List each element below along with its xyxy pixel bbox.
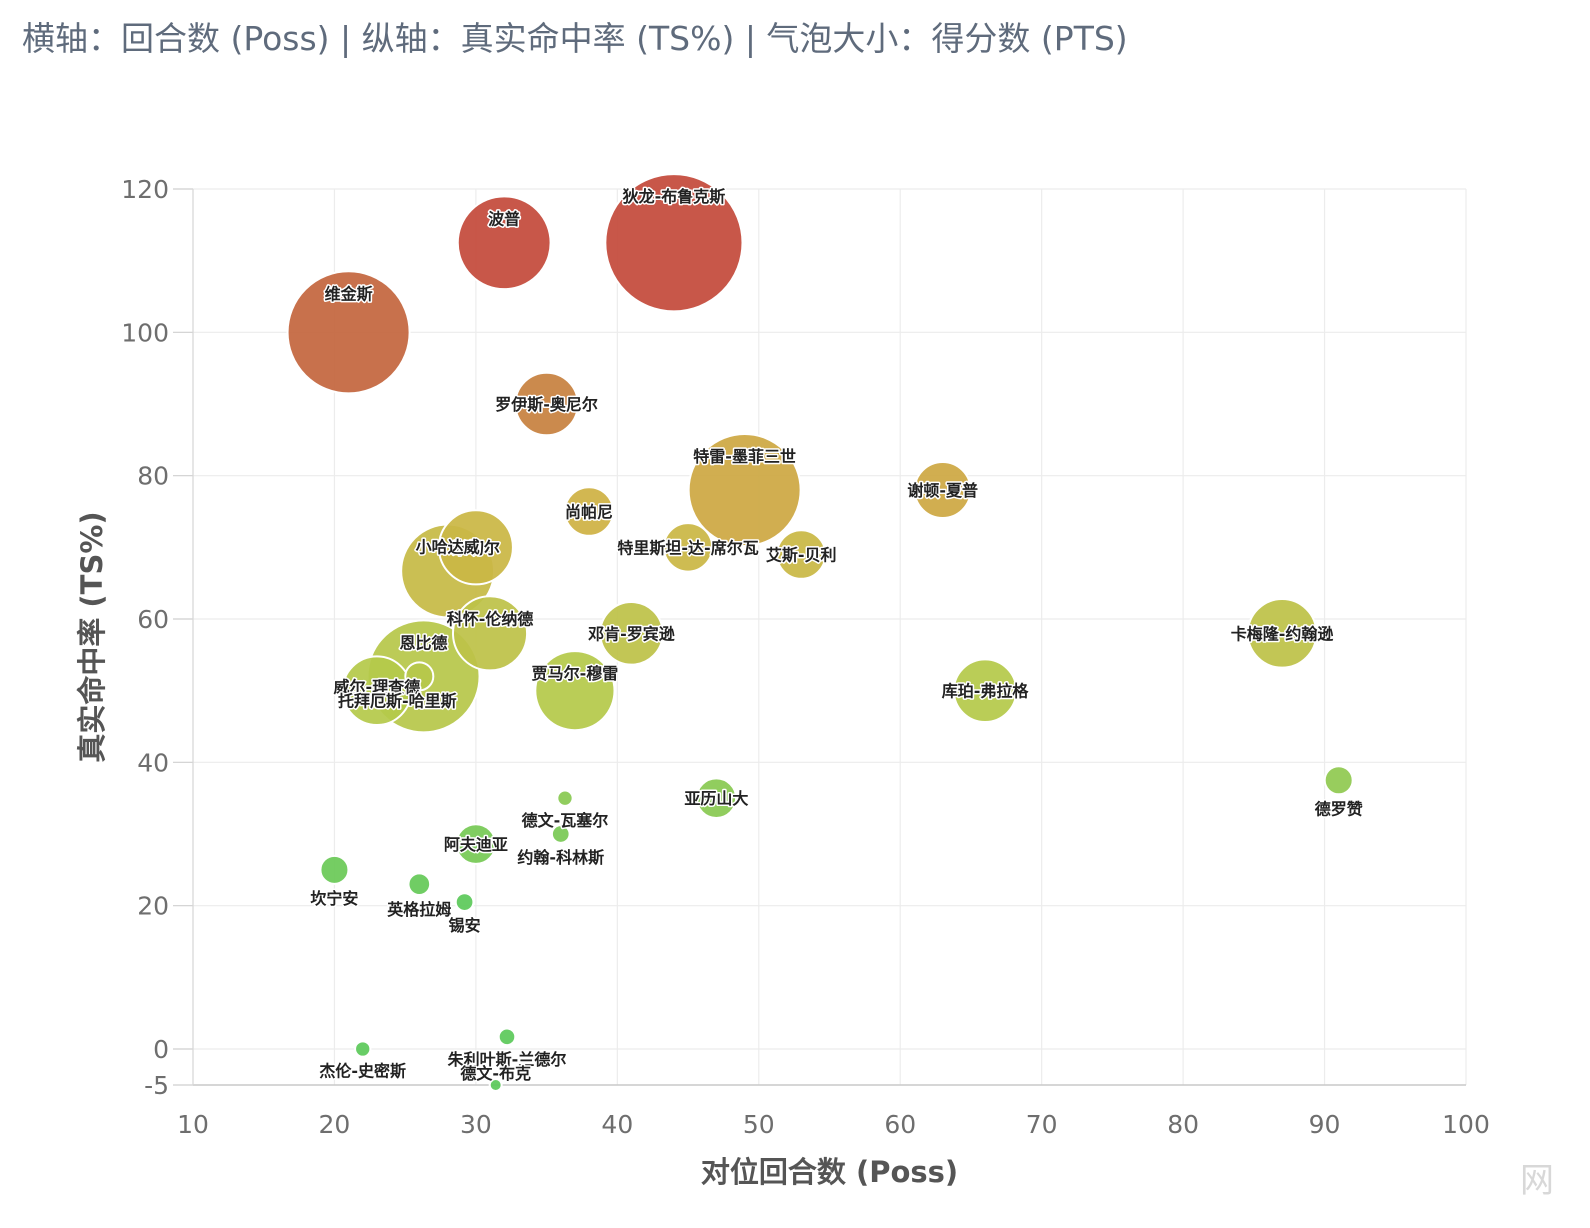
bubble-label: 亚历山大 xyxy=(684,789,748,808)
watermark: 网 xyxy=(1520,1161,1554,1201)
bubble-label: 库珀-弗拉格 xyxy=(942,682,1030,701)
bubble-layer xyxy=(286,173,1354,1092)
x-tick-label: 80 xyxy=(1167,1110,1199,1139)
bubble-point[interactable] xyxy=(404,661,435,692)
x-tick-label: 70 xyxy=(1026,1110,1058,1139)
bubble-label: 威尔-理查德 xyxy=(334,678,421,697)
bubble-point[interactable] xyxy=(456,195,552,291)
bubble-point[interactable] xyxy=(354,1040,372,1058)
bubble-point[interactable] xyxy=(604,173,744,313)
bubble-point[interactable] xyxy=(556,789,574,807)
bubble-label: 托拜厄斯-哈里斯 xyxy=(338,691,457,710)
bubble-point[interactable] xyxy=(1246,598,1318,669)
y-tick-label: 80 xyxy=(137,462,169,491)
y-tick-label: 60 xyxy=(137,605,169,634)
bubble-label: 小哈达威 xyxy=(416,538,480,557)
bubble-point[interactable] xyxy=(599,601,664,666)
bubble-label: 罗伊斯-奥尼尔 xyxy=(495,395,598,414)
x-axis-title: 对位回合数 (Poss) xyxy=(701,1155,958,1189)
bubble-point[interactable] xyxy=(286,270,411,395)
bubble-label: 阿夫迪亚 xyxy=(444,835,508,854)
bubble-label: 波普 xyxy=(488,209,520,228)
x-tick-label: 10 xyxy=(177,1110,209,1139)
y-tick-label: 20 xyxy=(137,892,169,921)
bubble-point[interactable] xyxy=(451,595,529,672)
bubble-label: 特雷-墨菲三世 xyxy=(693,447,796,466)
bubble-point[interactable] xyxy=(775,529,827,580)
bubble-point[interactable] xyxy=(437,509,514,586)
tick-layer: 10 20 30 40 50 60 70 80 90 100 -5 0 20 40 60 80 100 120 xyxy=(121,175,1490,1139)
y-tick-label: -5 xyxy=(144,1071,169,1100)
bubble-point[interactable] xyxy=(534,650,616,732)
x-tick-label: 50 xyxy=(743,1110,775,1139)
y-tick-label: 120 xyxy=(121,175,169,204)
x-tick-label: 60 xyxy=(884,1110,916,1139)
y-tick-label: 40 xyxy=(137,748,169,777)
bubble-label: 德罗赞 xyxy=(1315,799,1363,818)
bubble-label: 狄龙-布鲁克斯 xyxy=(622,187,726,206)
y-tick-label: 0 xyxy=(153,1035,169,1064)
bubble-point[interactable] xyxy=(662,522,714,573)
bubble-point[interactable] xyxy=(341,655,413,726)
bubble-label: 德文-瓦塞尔 xyxy=(522,811,609,830)
bubble-point[interactable] xyxy=(514,371,579,437)
bubble-point[interactable] xyxy=(319,854,350,885)
bubble-point[interactable] xyxy=(497,1027,517,1047)
bubble-point[interactable] xyxy=(687,433,802,547)
bubble-point[interactable] xyxy=(407,872,432,897)
x-tick-label: 30 xyxy=(460,1110,492,1139)
bubble-point[interactable] xyxy=(913,461,972,519)
bubble-label: 特里斯坦-达-席尔瓦 xyxy=(617,538,758,557)
bubble-label: 恩比德 xyxy=(400,633,448,652)
bubble-point[interactable] xyxy=(550,824,571,844)
bubble-label: 约翰-科林斯 xyxy=(517,848,604,867)
bubble-label: 维金斯 xyxy=(325,284,373,303)
bubble-label: 英格拉姆 xyxy=(386,900,451,919)
bubble-label: 朱利叶斯-兰德尔 xyxy=(448,1050,567,1069)
page-caption: 横轴：回合数 (Poss) | 纵轴：真实命中率 (TS%) | 气泡大小：得分… xyxy=(22,19,1128,58)
bubble-label: 米切尔 xyxy=(452,538,500,557)
bubble-label: 坎宁安 xyxy=(310,889,358,908)
bubble-label: 艾斯-贝利 xyxy=(766,546,837,565)
bubble-label: 科怀-伦纳德 xyxy=(447,609,534,628)
bubble-point[interactable] xyxy=(455,823,497,865)
bubble-label: 杰伦-史密斯 xyxy=(319,1062,406,1081)
bubble-point[interactable] xyxy=(695,777,738,819)
bubble-label: 锡安 xyxy=(449,916,481,935)
bubble-point[interactable] xyxy=(488,1078,503,1092)
x-tick-label: 90 xyxy=(1309,1110,1341,1139)
x-tick-label: 100 xyxy=(1442,1110,1490,1139)
bubble-label: 贾马尔-穆雷 xyxy=(532,664,619,683)
bubble-point[interactable] xyxy=(952,658,1018,723)
bubble-point[interactable] xyxy=(454,892,475,912)
y-axis-title: 真实命中率 (TS%) xyxy=(75,511,109,762)
bubble-label: 卡梅隆-约翰逊 xyxy=(1231,624,1334,643)
y-tick-label: 100 xyxy=(121,318,169,347)
bubble-label: 德文-布克 xyxy=(460,1064,531,1083)
x-tick-label: 20 xyxy=(319,1110,351,1139)
bubble-point[interactable] xyxy=(1323,765,1354,796)
bubble-label: 尚帕尼 xyxy=(565,503,613,522)
bubble-point[interactable] xyxy=(563,486,615,537)
bubble-label: 谢顿-夏普 xyxy=(907,481,978,500)
bubble-label: 邓肯-罗宾逊 xyxy=(588,624,675,643)
x-tick-label: 40 xyxy=(601,1110,633,1139)
